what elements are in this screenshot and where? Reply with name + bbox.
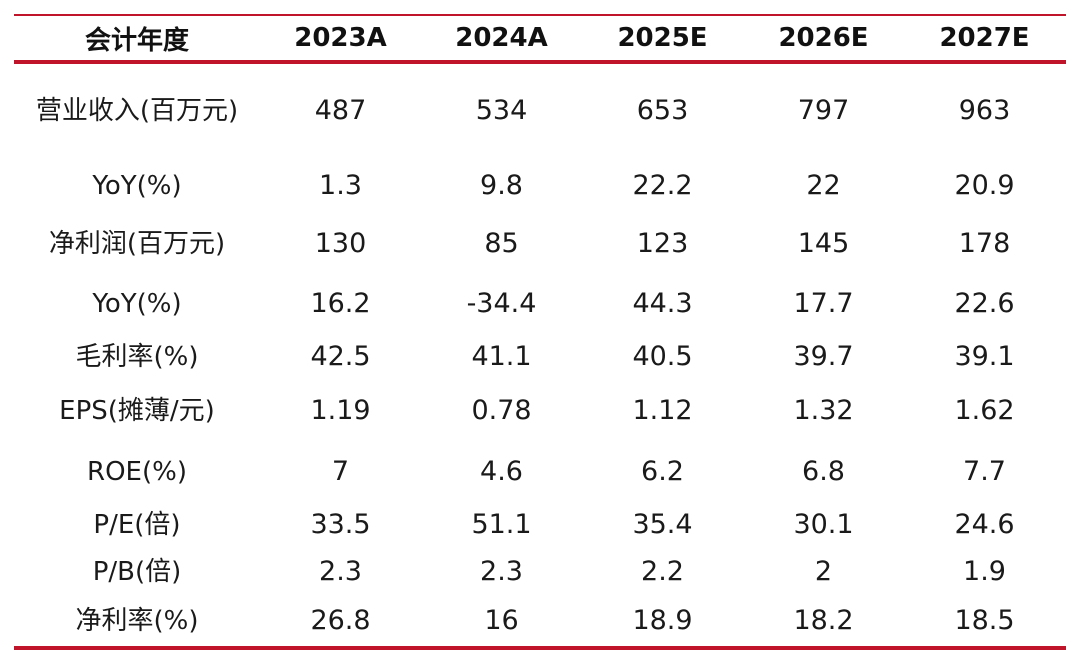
row-value: 4.6: [480, 456, 523, 487]
row-value: 7.7: [963, 456, 1006, 487]
row-label: P/B(倍): [92, 557, 182, 587]
row-value: 2.3: [319, 556, 362, 587]
row-value: 17.7: [793, 288, 854, 319]
row-value: 1.9: [963, 556, 1006, 587]
row-value: 85: [484, 228, 519, 259]
row-value: 1.62: [954, 395, 1015, 426]
row-value: 797: [797, 95, 850, 126]
row-value: 6.2: [641, 456, 684, 487]
row-label: YoY(%): [92, 289, 182, 319]
table-row: P/B(倍) 2.3 2.3 2.2 2 1.9: [14, 548, 1066, 596]
row-value: 1.32: [793, 395, 854, 426]
row-value: 16.2: [310, 288, 371, 319]
row-label: ROE(%): [87, 457, 187, 487]
header-year: 2027E: [939, 23, 1030, 53]
table-header-rule: [14, 60, 1066, 64]
row-label: 营业收入(百万元): [35, 96, 239, 126]
header-year: 2025E: [617, 23, 708, 53]
row-value: 39.7: [793, 341, 854, 372]
row-value: 39.1: [954, 341, 1015, 372]
financial-table: 会计年度 2023A 2024A 2025E 2026E 2027E 营业收入(…: [14, 14, 1066, 650]
table-row: 毛利率(%) 42.5 41.1 40.5 39.7 39.1: [14, 334, 1066, 380]
row-value: 30.1: [793, 509, 854, 540]
row-value: 123: [636, 228, 689, 259]
row-value: 18.9: [632, 605, 693, 636]
table-row: 营业收入(百万元) 487 534 653 797 963: [14, 64, 1066, 158]
row-label: 毛利率(%): [75, 342, 199, 372]
row-value: 2.2: [641, 556, 684, 587]
row-value: 35.4: [632, 509, 693, 540]
table-top-rule: [14, 14, 1066, 16]
row-label: 净利率(%): [75, 606, 199, 636]
table-row: EPS(摊薄/元) 1.19 0.78 1.12 1.32 1.62: [14, 380, 1066, 442]
row-value: 18.2: [793, 605, 854, 636]
row-value: 26.8: [310, 605, 371, 636]
row-label: P/E(倍): [93, 510, 181, 540]
table-row: YoY(%) 16.2 -34.4 44.3 17.7 22.6: [14, 274, 1066, 334]
row-label: YoY(%): [92, 171, 182, 201]
row-value: -34.4: [466, 288, 537, 319]
row-value: 42.5: [310, 341, 371, 372]
row-value: 16: [484, 605, 519, 636]
row-value: 20.9: [954, 170, 1015, 201]
row-value: 6.8: [802, 456, 845, 487]
row-value: 24.6: [954, 509, 1015, 540]
row-value: 7: [331, 456, 350, 487]
row-value: 145: [797, 228, 850, 259]
row-value: 9.8: [480, 170, 523, 201]
row-value: 1.12: [632, 395, 693, 426]
header-label: 会计年度: [84, 25, 189, 56]
row-value: 41.1: [471, 341, 532, 372]
table-row: P/E(倍) 33.5 51.1 35.4 30.1 24.6: [14, 502, 1066, 548]
row-value: 18.5: [954, 605, 1015, 636]
row-value: 51.1: [471, 509, 532, 540]
table-row: ROE(%) 7 4.6 6.2 6.8 7.7: [14, 442, 1066, 502]
table-bottom-rule: [14, 646, 1066, 650]
row-value: 40.5: [632, 341, 693, 372]
row-value: 963: [958, 95, 1011, 126]
row-value: 1.3: [319, 170, 362, 201]
header-year: 2023A: [294, 23, 387, 53]
row-value: 2.3: [480, 556, 523, 587]
table-header-row: 会计年度 2023A 2024A 2025E 2026E 2027E: [14, 16, 1066, 60]
row-value: 22: [806, 170, 841, 201]
table-row: 净利润(百万元) 130 85 123 145 178: [14, 214, 1066, 274]
row-value: 0.78: [471, 395, 532, 426]
row-label: EPS(摊薄/元): [59, 396, 215, 426]
row-value: 2: [814, 556, 833, 587]
row-value: 130: [314, 228, 367, 259]
row-value: 44.3: [632, 288, 693, 319]
row-value: 178: [958, 228, 1011, 259]
row-value: 22.6: [954, 288, 1015, 319]
row-label: 净利润(百万元): [48, 229, 226, 259]
table-row: YoY(%) 1.3 9.8 22.2 22 20.9: [14, 158, 1066, 214]
header-year: 2024A: [455, 23, 548, 53]
table-row: 净利率(%) 26.8 16 18.9 18.2 18.5: [14, 596, 1066, 646]
row-value: 33.5: [310, 509, 371, 540]
row-value: 487: [314, 95, 367, 126]
header-year: 2026E: [778, 23, 869, 53]
row-value: 653: [636, 95, 689, 126]
row-value: 22.2: [632, 170, 693, 201]
row-value: 534: [475, 95, 528, 126]
row-value: 1.19: [310, 395, 371, 426]
